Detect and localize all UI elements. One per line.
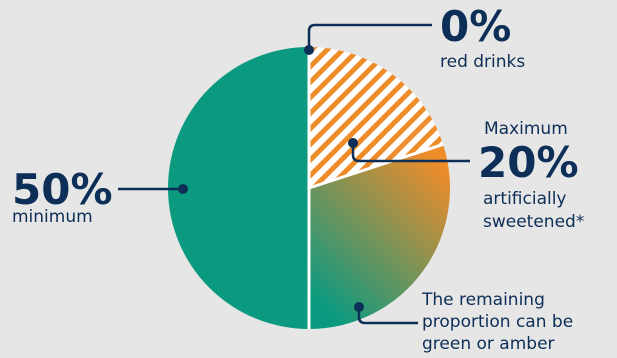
- dot-remaining: [354, 302, 364, 312]
- minimum-pct-label: 50%: [12, 165, 113, 214]
- dot-sweetened: [348, 138, 358, 148]
- sweetened-line2-label: sweetened*: [483, 212, 585, 232]
- sweetened-prefix-label: Maximum: [484, 119, 568, 139]
- minimum-text-label: minimum: [12, 207, 93, 227]
- leader-remaining: [357, 307, 418, 325]
- red-pct-label: 0%: [440, 2, 512, 51]
- pie-slice-2: [309, 144, 450, 329]
- sweetened-pct-label: 20%: [478, 138, 579, 187]
- dot-red: [304, 45, 314, 55]
- leader-red: [307, 23, 432, 50]
- dot-minimum: [178, 184, 188, 194]
- remaining-line3-label: green or amber: [422, 334, 555, 354]
- pie-slice-3: [168, 47, 309, 329]
- leader-sweetened: [351, 143, 470, 163]
- sweetened-line1-label: artificially: [483, 189, 567, 209]
- remaining-line2-label: proportion can be: [422, 312, 574, 332]
- pie-slice-1: [309, 47, 444, 188]
- red-text-label: red drinks: [440, 52, 526, 72]
- slice-separator-2: [308, 143, 444, 190]
- remaining-line1-label: The remaining: [422, 290, 545, 310]
